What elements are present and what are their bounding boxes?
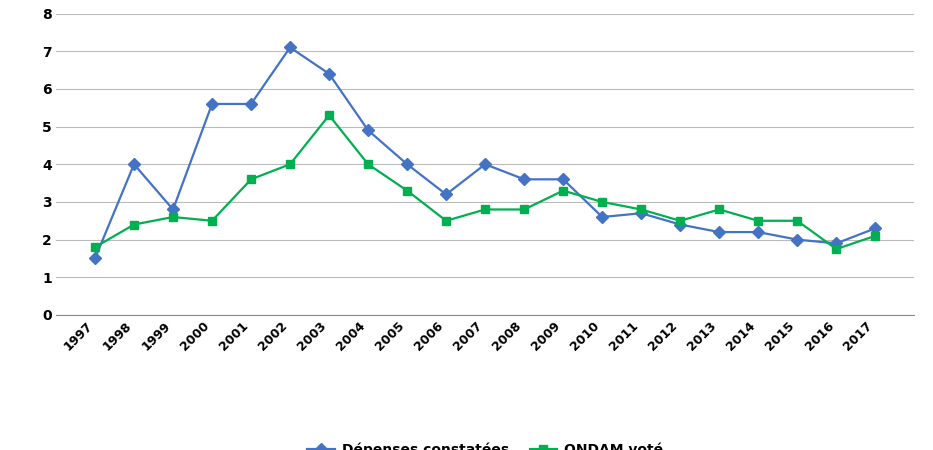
ONDAM voté [635, 207, 647, 212]
Dépenses constatées [519, 176, 530, 182]
Dépenses constatées [285, 45, 296, 50]
Dépenses constatées [363, 128, 374, 133]
ONDAM voté [285, 162, 296, 167]
ONDAM voté [675, 218, 686, 224]
ONDAM voté [792, 218, 803, 224]
Dépenses constatées [830, 241, 842, 246]
ONDAM voté [90, 244, 101, 250]
ONDAM voté [480, 207, 491, 212]
Dépenses constatées [167, 207, 178, 212]
Dépenses constatées [870, 225, 881, 231]
Legend: Dépenses constatées, ONDAM voté: Dépenses constatées, ONDAM voté [301, 436, 669, 450]
ONDAM voté [830, 246, 842, 252]
Dépenses constatées [324, 71, 335, 76]
ONDAM voté [129, 222, 140, 227]
Dépenses constatées [753, 230, 764, 235]
ONDAM voté [596, 199, 607, 205]
Dépenses constatées [792, 237, 803, 242]
Dépenses constatées [206, 101, 217, 107]
ONDAM voté [558, 188, 569, 194]
Dépenses constatées [129, 162, 140, 167]
Dépenses constatées [480, 162, 491, 167]
ONDAM voté [245, 176, 257, 182]
ONDAM voté [753, 218, 764, 224]
Line: ONDAM voté: ONDAM voté [91, 111, 880, 253]
ONDAM voté [440, 218, 452, 224]
Dépenses constatées [440, 192, 452, 197]
ONDAM voté [714, 207, 725, 212]
Line: Dépenses constatées: Dépenses constatées [91, 43, 880, 263]
ONDAM voté [206, 218, 217, 224]
Dépenses constatées [90, 256, 101, 261]
ONDAM voté [167, 214, 178, 220]
ONDAM voté [324, 112, 335, 118]
Dépenses constatées [245, 101, 257, 107]
Dépenses constatées [714, 230, 725, 235]
ONDAM voté [363, 162, 374, 167]
Dépenses constatées [675, 222, 686, 227]
Dépenses constatées [596, 214, 607, 220]
ONDAM voté [401, 188, 412, 194]
Dépenses constatées [635, 211, 647, 216]
Dépenses constatées [558, 176, 569, 182]
Dépenses constatées [401, 162, 412, 167]
ONDAM voté [519, 207, 530, 212]
ONDAM voté [870, 233, 881, 238]
